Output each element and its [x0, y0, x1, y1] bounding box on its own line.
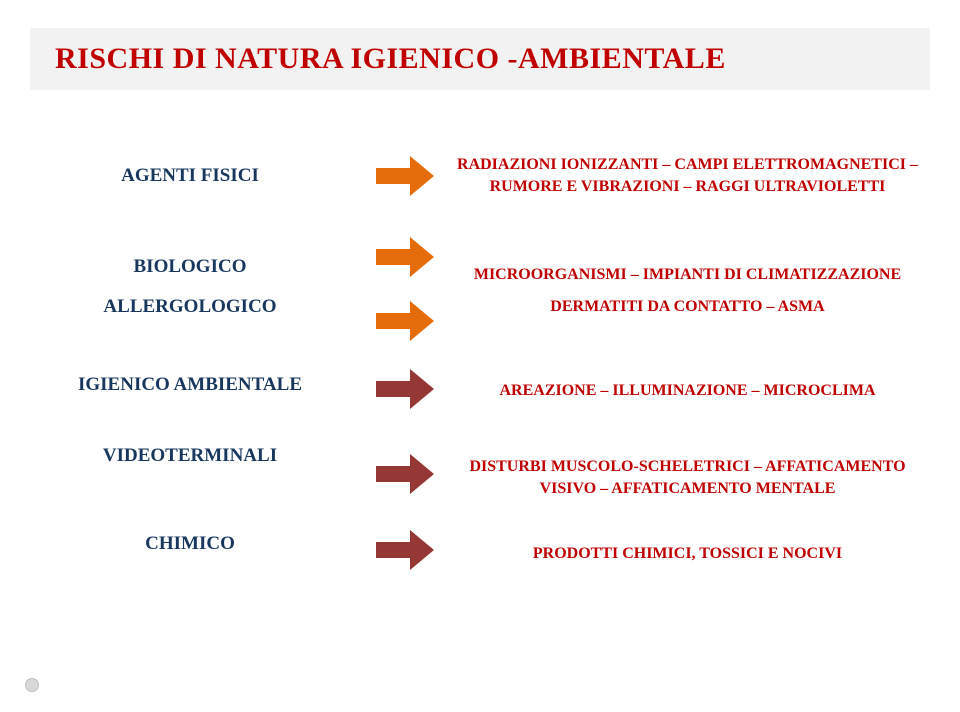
- description-text: RADIAZIONI IONIZZANTI – CAMPI ELETTROMAG…: [450, 154, 920, 197]
- description-text: AREAZIONE – ILLUMINAZIONE – MICROCLIMA: [450, 380, 920, 402]
- diagram-row: ALLERGOLOGICO DERMATITI DA CONTATTO – ASM…: [30, 292, 930, 350]
- arrow-column: [360, 237, 450, 277]
- category-label: AGENTI FISICI: [30, 165, 360, 187]
- arrow-column: [360, 301, 450, 341]
- diagram-content: AGENTI FISICI RADIAZIONI IONIZZANTI – CAM…: [30, 130, 930, 690]
- arrow-column: [360, 369, 450, 409]
- diagram-row: AGENTI FISICI RADIAZIONI IONIZZANTI – CAM…: [30, 130, 930, 222]
- page-title: RISCHI DI NATURA IGIENICO -AMBIENTALE: [55, 42, 726, 76]
- category-label: IGIENICO AMBIENTALE: [30, 374, 360, 396]
- arrow-icon: [376, 156, 434, 196]
- description-text: DERMATITI DA CONTATTO – ASMA: [450, 296, 920, 318]
- diagram-row: IGIENICO AMBIENTALE AREAZIONE – ILLUMINAZ…: [30, 350, 930, 428]
- title-bar: RISCHI DI NATURA IGIENICO -AMBIENTALE: [30, 28, 930, 90]
- arrow-column: [360, 454, 450, 494]
- arrow-icon: [376, 530, 434, 570]
- arrow-column: [360, 156, 450, 196]
- arrow-column: [360, 530, 450, 570]
- arrow-icon: [376, 237, 434, 277]
- arrow-icon: [376, 301, 434, 341]
- diagram-row: CHIMICO PRODOTTI CHIMICI, TOSSICI E NOCIV…: [30, 520, 930, 580]
- diagram-row: BIOLOGICO MICROORGANISMI – IMPIANTI DI CL…: [30, 222, 930, 292]
- category-label: ALLERGOLOGICO: [30, 296, 360, 318]
- description-text: DISTURBI MUSCOLO-SCHELETRICI – AFFATICAM…: [450, 456, 920, 499]
- arrow-icon: [376, 454, 434, 494]
- category-label: BIOLOGICO: [30, 256, 360, 278]
- bullet-decoration: [25, 678, 39, 692]
- diagram-row: VIDEOTERMINALI DISTURBI MUSCOLO-SCHELETRI…: [30, 428, 930, 520]
- description-text: MICROORGANISMI – IMPIANTI DI CLIMATIZZAZ…: [450, 264, 920, 286]
- category-label: VIDEOTERMINALI: [30, 445, 360, 467]
- category-label: CHIMICO: [30, 533, 360, 555]
- arrow-icon: [376, 369, 434, 409]
- description-text: PRODOTTI CHIMICI, TOSSICI E NOCIVI: [450, 543, 920, 565]
